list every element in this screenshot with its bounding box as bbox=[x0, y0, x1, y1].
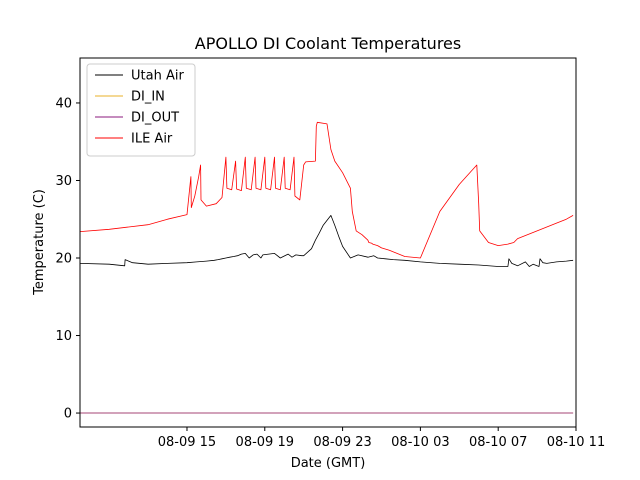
series-group bbox=[79, 121, 574, 414]
legend-label-utah-air: Utah Air bbox=[131, 69, 184, 84]
series-line-ile-air bbox=[79, 121, 574, 259]
chart-title: APOLLO DI Coolant Temperatures bbox=[195, 34, 461, 53]
y-tick-label: 20 bbox=[55, 252, 72, 267]
y-tick-label: 10 bbox=[55, 329, 72, 344]
legend-label-di-in: DI_IN bbox=[131, 90, 165, 105]
x-tick-label: 08-10 03 bbox=[391, 435, 449, 450]
legend: Utah Air DI_IN DI_OUT ILE Air bbox=[86, 63, 196, 157]
x-axis-label: Date (GMT) bbox=[291, 456, 366, 471]
y-axis-label: Temperature (C) bbox=[32, 189, 47, 296]
y-tick-label: 30 bbox=[55, 174, 72, 189]
legend-box bbox=[86, 63, 196, 157]
legend-label-ile-air: ILE Air bbox=[131, 132, 173, 147]
series-line-utah-air bbox=[79, 214, 574, 267]
x-axis: 08-09 15 08-09 19 08-09 23 08-10 03 08-10 07… bbox=[158, 427, 605, 450]
y-tick-label: 40 bbox=[55, 96, 72, 111]
x-tick-label: 08-10 11 bbox=[547, 435, 605, 450]
x-tick-label: 08-09 15 bbox=[158, 435, 216, 450]
y-tick-label: 0 bbox=[64, 407, 72, 422]
x-tick-label: 08-09 23 bbox=[313, 435, 371, 450]
legend-label-di-out: DI_OUT bbox=[131, 111, 179, 126]
x-tick-label: 08-09 19 bbox=[236, 435, 294, 450]
y-axis: 0 10 20 30 40 bbox=[55, 96, 80, 422]
plot-frame bbox=[79, 57, 577, 428]
x-tick-label: 08-10 07 bbox=[469, 435, 527, 450]
